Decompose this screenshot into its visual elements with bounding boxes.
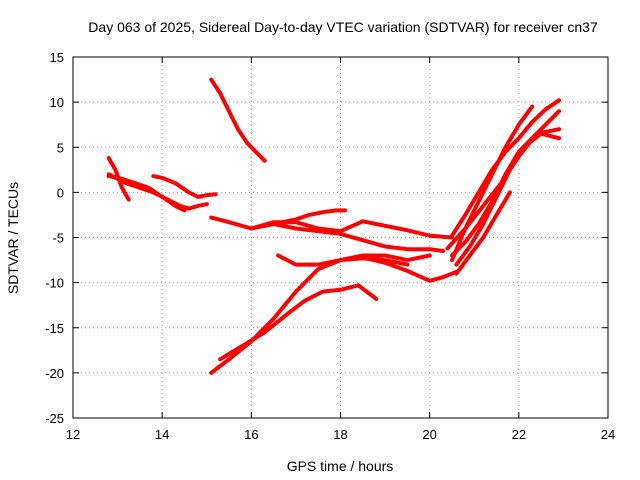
series-track-6: [209, 208, 347, 231]
series-track-5: [209, 77, 267, 163]
x-tick-label: 12: [66, 427, 80, 442]
y-tick-label: -25: [45, 411, 64, 426]
series-track-8: [271, 222, 445, 253]
x-tick-label: 18: [333, 427, 347, 442]
x-tick-label: 22: [512, 427, 526, 442]
grid-lines: [73, 57, 608, 418]
series-track-3: [106, 174, 187, 213]
series-track-10: [209, 253, 432, 375]
y-tick-label: 10: [50, 95, 64, 110]
y-tick-label: -10: [45, 276, 64, 291]
y-tick-label: 0: [57, 185, 64, 200]
series-track-13: [450, 98, 561, 238]
data-series: [106, 77, 561, 375]
series-track-4: [151, 174, 218, 199]
y-axis-label: SDTVAR / TECUs: [5, 182, 21, 294]
axis-ticks: 12 14 16 18 20 22 24 -25 -20 -15 -10 -5 0 5 10 15: [45, 50, 615, 442]
x-tick-label: 20: [422, 427, 436, 442]
series-track-18: [450, 127, 561, 258]
y-tick-label: -15: [45, 321, 64, 336]
y-tick-label: -5: [52, 231, 64, 246]
series-track-17: [454, 190, 512, 276]
series-track-7: [249, 219, 454, 240]
x-tick-label: 16: [244, 427, 258, 442]
y-tick-label: -20: [45, 366, 64, 381]
x-tick-label: 24: [601, 427, 615, 442]
series-track-15: [450, 104, 535, 263]
y-tick-label: 5: [57, 140, 64, 155]
x-axis-label: GPS time / hours: [287, 458, 394, 474]
series-track-12: [360, 255, 459, 283]
chart-title: Day 063 of 2025, Sidereal Day-to-day VTE…: [88, 19, 598, 35]
y-tick-label: 15: [50, 50, 64, 65]
x-tick-label: 14: [155, 427, 169, 442]
series-track-11: [218, 283, 379, 362]
